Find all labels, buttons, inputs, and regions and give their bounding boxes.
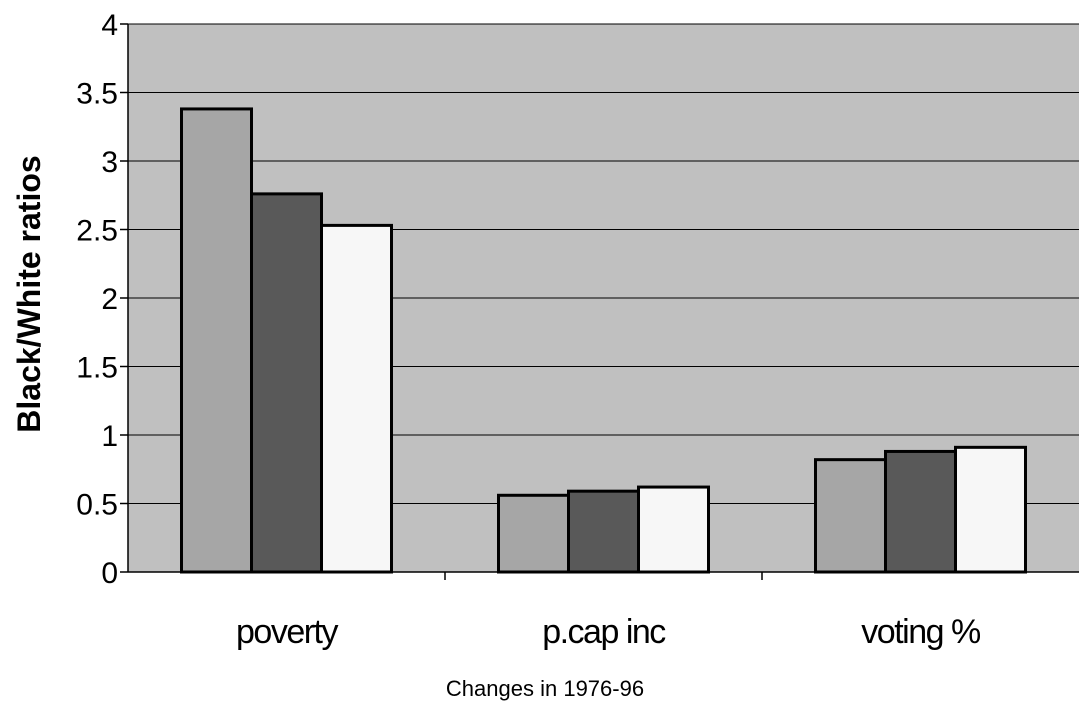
y-tick-label: 3.5 <box>76 78 118 111</box>
bar-p-cap-inc-3 <box>637 485 710 574</box>
x-tick-label: voting % <box>861 613 981 651</box>
bar-poverty-3 <box>320 223 393 574</box>
y-axis-ticks: 0 0.5 1 1.5 2 2.5 3 3.5 4 <box>76 9 128 590</box>
y-tick-label: 0.5 <box>76 489 118 522</box>
bar-poverty-1 <box>180 107 253 574</box>
x-axis-ticks: poverty p.cap inc voting % <box>236 572 982 651</box>
y-tick-label: 4 <box>101 9 118 42</box>
bar-poverty-2 <box>250 192 323 574</box>
x-tick-label: p.cap inc <box>542 613 666 651</box>
bars <box>180 107 1027 574</box>
y-tick-label: 3 <box>101 146 118 179</box>
y-axis-title: Black/White ratios <box>11 155 47 432</box>
bar-p-cap-inc-2 <box>567 489 640 574</box>
y-tick-label: 0 <box>101 557 118 590</box>
y-tick-label: 2.5 <box>76 215 118 248</box>
y-tick-label: 1 <box>101 420 118 453</box>
bar-voting--2 <box>884 449 957 574</box>
bar-voting--3 <box>954 445 1027 574</box>
bar-p-cap-inc-1 <box>497 493 570 574</box>
y-tick-label: 2 <box>101 283 118 316</box>
x-axis-title: Changes in 1976-96 <box>446 676 644 701</box>
y-tick-label: 1.5 <box>76 352 118 385</box>
x-tick-label: poverty <box>236 613 338 651</box>
bar-voting--1 <box>814 458 887 574</box>
